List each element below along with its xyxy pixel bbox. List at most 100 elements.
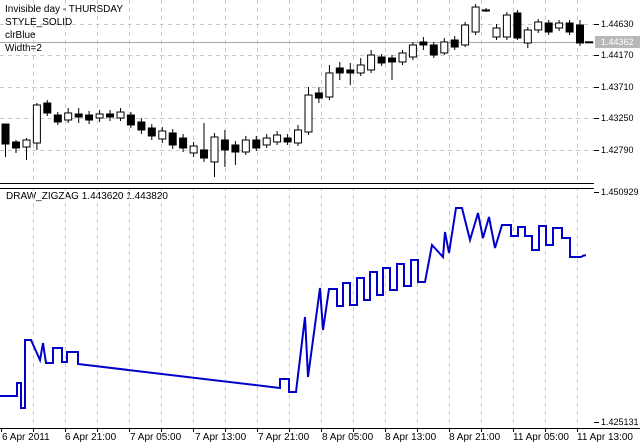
candle-body [158,130,167,140]
candle-body [294,129,302,144]
price-scale[interactable]: 1.44630 1.44170 1.43710 1.43250 1.42790 1.443… [594,0,640,428]
candle-body [408,44,417,58]
candle-body [461,24,470,46]
candle-body [220,139,229,151]
current-price-badge: 1.44362 [595,36,640,48]
time-label: 8 Apr 21:00 [449,432,501,443]
time-label: 7 Apr 21:00 [258,432,310,443]
main-chart-panel[interactable] [0,0,594,183]
candle-body [565,22,574,33]
candle-body [95,113,104,119]
time-tick [449,429,450,432]
candle-body [168,132,177,146]
indicator-panel[interactable]: DRAW_ZIGZAG 1.443620 1.443820 [0,187,594,428]
time-tick [97,429,98,432]
candle-body [43,102,52,114]
time-label: 8 Apr 13:00 [385,432,437,443]
time-tick [289,429,290,432]
time-tick [385,429,386,432]
price-tick [594,24,599,25]
time-label: 7 Apr 13:00 [195,432,247,443]
candle-body [314,92,323,99]
candle-body [304,94,313,133]
time-label: 8 Apr 05:00 [322,432,374,443]
price-tick [594,87,599,88]
time-tick [1,429,2,432]
time-tick [545,429,546,432]
price-tick [594,422,599,423]
time-tick [129,429,130,432]
price-tick [594,118,599,119]
time-tick [353,429,354,432]
price-tick [594,192,599,193]
candle-body [325,72,334,98]
price-tick [594,150,599,151]
indicator-label: DRAW_ZIGZAG 1.443620 1.443820 [6,191,168,202]
price-label: 1.43250 [601,113,634,123]
price-label: 1.44170 [601,50,634,60]
price-label: 1.42790 [601,145,634,155]
candle-body [471,6,480,33]
time-axis[interactable]: 6 Apr 2011 6 Apr 21:00 7 Apr 05:00 7 Apr 13… [0,429,640,447]
time-tick [513,429,514,432]
price-label: 1.44630 [601,19,634,29]
candle-body [262,137,271,146]
chart-annotation-line: Width=2 [5,43,42,54]
candle-body [189,145,198,154]
candlestick-chart [0,0,594,183]
chart-annotation-line: STYLE_SOLID [5,17,73,28]
price-label: 1.425131 [601,417,639,427]
candle-body [492,27,501,38]
candle-body [179,137,188,149]
candle-body [450,39,459,48]
candle-body [85,114,94,121]
candle-body [576,24,584,44]
candle-body [241,139,250,153]
candle-body [544,22,553,33]
chart-annotation-line: clrBlue [5,30,36,41]
candle-body [555,22,564,29]
time-tick [225,429,226,432]
chart-annotation-line: Invisible day - THURSDAY [5,4,123,15]
price-label: 1.43710 [601,82,634,92]
time-label: 6 Apr 21:00 [65,432,117,443]
candle-body [388,57,396,63]
time-label: 6 Apr 2011 [2,432,50,443]
candle-body [419,41,428,46]
candle-body [283,137,292,143]
zigzag-chart [0,187,586,428]
candle-body [273,134,282,143]
candle-body [22,139,31,148]
time-tick [65,429,66,432]
candle-body [116,111,125,119]
time-tick [257,429,258,432]
candle-body [356,64,365,74]
time-tick [417,429,418,432]
time-tick [577,429,578,432]
candle-body [12,141,20,149]
time-tick [193,429,194,432]
price-tick [594,55,599,56]
candle-body [147,127,156,137]
candle-body [252,139,261,149]
candle-body [32,104,41,144]
time-axis-border [0,428,640,429]
candle-body [513,12,522,39]
time-tick [33,429,34,432]
candle-body [377,56,386,64]
panel-separator[interactable] [0,183,640,189]
time-label: 7 Apr 05:00 [130,432,182,443]
zigzag-line [0,207,586,409]
time-tick [161,429,162,432]
candle-body [106,113,114,118]
candle-body [64,112,73,121]
time-label: 11 Apr 13:00 [577,432,633,443]
time-tick [481,429,482,432]
candle-body [482,9,490,12]
candle-body [53,114,62,123]
candle-body [440,41,449,54]
time-tick [321,429,322,432]
candle-body [534,21,543,31]
candle-body [523,29,532,44]
